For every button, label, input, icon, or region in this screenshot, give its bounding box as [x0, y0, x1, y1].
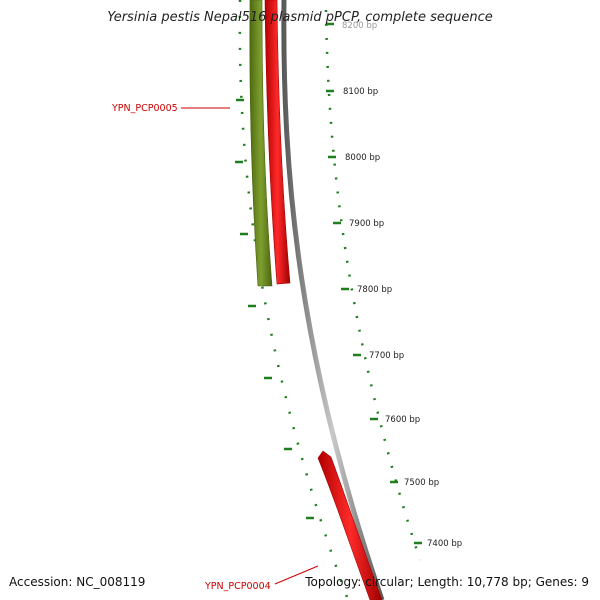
tick-label: 8000 bp	[345, 153, 380, 163]
major-ticks	[235, 22, 422, 545]
tick-label: 8100 bp	[343, 87, 378, 97]
accession-text: Accession: NC_008119	[9, 575, 146, 589]
outer-tick-arc	[324, 9, 422, 561]
tick-label: 7400 bp	[427, 539, 462, 549]
map-title: Yersinia pestis Nepal516 plasmid pPCP, c…	[107, 10, 493, 25]
tick-labels: 8200 bp 8100 bp 8000 bp 7900 bp 7800 bp …	[342, 21, 462, 549]
tick-label: 7500 bp	[404, 478, 439, 488]
tick-label: 7800 bp	[357, 285, 392, 295]
gene-label-YPN_PCP0004: YPN_PCP0004	[204, 581, 271, 592]
gene-label-leader	[274, 565, 319, 585]
gene-YPN_PCP0005-red	[264, 0, 291, 285]
tick-label: 8200 bp	[342, 21, 377, 31]
tick-label: 7600 bp	[385, 415, 420, 425]
gene-label-YPN_PCP0005: YPN_PCP0005	[111, 103, 178, 114]
summary-text: Topology: circular; Length: 10,778 bp; G…	[305, 575, 589, 589]
tick-label: 7700 bp	[369, 351, 404, 361]
gene-YPN_PCP0005-olive	[249, 0, 273, 287]
tick-label: 7900 bp	[349, 219, 384, 229]
backbone-arc	[281, 0, 385, 600]
